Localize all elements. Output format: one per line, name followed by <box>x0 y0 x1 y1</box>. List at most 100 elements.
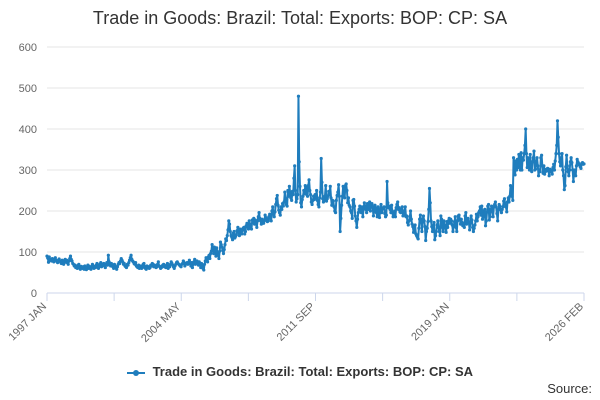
data-point[interactable] <box>551 165 555 170</box>
data-point[interactable] <box>475 219 479 223</box>
data-point[interactable] <box>318 196 322 200</box>
data-point[interactable] <box>127 261 131 265</box>
data-point[interactable] <box>502 199 506 203</box>
data-point[interactable] <box>435 223 439 227</box>
data-point[interactable] <box>380 211 384 215</box>
data-point[interactable] <box>508 194 512 198</box>
data-point[interactable] <box>470 218 474 222</box>
data-point[interactable] <box>362 201 366 205</box>
data-point[interactable] <box>287 184 291 188</box>
data-point[interactable] <box>212 252 216 256</box>
data-point[interactable] <box>464 211 468 215</box>
data-point[interactable] <box>271 212 276 216</box>
data-point[interactable] <box>315 188 319 193</box>
data-point[interactable] <box>296 94 301 98</box>
data-point[interactable] <box>499 211 504 215</box>
data-point[interactable] <box>422 219 426 223</box>
data-point[interactable] <box>557 152 561 156</box>
data-point[interactable] <box>476 215 480 219</box>
data-point[interactable] <box>246 224 250 229</box>
data-point[interactable] <box>301 194 305 198</box>
data-point[interactable] <box>338 229 342 234</box>
data-point[interactable] <box>254 221 258 225</box>
data-point[interactable] <box>388 207 392 211</box>
data-point[interactable] <box>427 207 431 211</box>
data-point[interactable] <box>370 202 374 206</box>
data-point[interactable] <box>568 168 572 172</box>
data-point[interactable] <box>348 205 352 209</box>
data-point[interactable] <box>429 219 433 223</box>
data-point[interactable] <box>197 260 201 264</box>
data-point[interactable] <box>468 220 472 225</box>
data-point[interactable] <box>521 156 525 160</box>
data-point[interactable] <box>472 226 476 230</box>
data-point[interactable] <box>300 197 304 202</box>
data-point[interactable] <box>417 226 421 230</box>
data-point[interactable] <box>440 217 444 221</box>
data-point[interactable] <box>245 221 249 225</box>
data-point[interactable] <box>193 257 197 261</box>
data-point[interactable] <box>561 168 565 172</box>
data-point[interactable] <box>53 256 57 260</box>
data-point[interactable] <box>283 197 288 201</box>
data-point[interactable] <box>277 211 282 215</box>
data-point[interactable] <box>424 229 429 234</box>
data-point[interactable] <box>439 214 443 218</box>
data-point[interactable] <box>349 211 354 215</box>
data-point[interactable] <box>308 188 312 193</box>
data-point[interactable] <box>315 198 319 202</box>
data-point[interactable] <box>297 160 301 164</box>
data-point[interactable] <box>494 205 498 209</box>
data-point[interactable] <box>208 256 212 261</box>
data-point[interactable] <box>240 232 244 236</box>
data-point[interactable] <box>234 233 238 237</box>
data-point[interactable] <box>205 257 209 261</box>
data-point[interactable] <box>368 200 372 204</box>
data-point[interactable] <box>323 194 327 198</box>
data-point[interactable] <box>452 224 456 228</box>
data-point[interactable] <box>320 180 324 184</box>
data-point[interactable] <box>519 151 523 155</box>
data-point[interactable] <box>427 186 432 191</box>
data-point[interactable] <box>270 209 274 213</box>
data-point[interactable] <box>77 262 81 266</box>
data-point[interactable] <box>243 232 247 236</box>
data-point[interactable] <box>416 237 420 241</box>
data-point[interactable] <box>511 198 515 202</box>
data-point[interactable] <box>209 252 213 256</box>
data-point[interactable] <box>89 267 93 271</box>
data-point[interactable] <box>226 228 230 232</box>
data-point[interactable] <box>503 202 507 207</box>
data-point[interactable] <box>434 229 438 234</box>
data-point[interactable] <box>579 166 583 170</box>
data-point[interactable] <box>539 156 543 160</box>
data-point[interactable] <box>451 229 455 234</box>
data-point[interactable] <box>292 176 296 180</box>
data-point[interactable] <box>386 201 390 205</box>
data-point[interactable] <box>365 202 369 206</box>
data-point[interactable] <box>67 259 71 263</box>
data-point[interactable] <box>142 261 146 266</box>
data-point[interactable] <box>396 200 400 204</box>
data-point[interactable] <box>455 229 459 234</box>
data-point[interactable] <box>507 200 511 204</box>
data-point[interactable] <box>283 190 287 194</box>
data-point[interactable] <box>496 219 500 223</box>
data-point[interactable] <box>483 207 487 211</box>
data-point[interactable] <box>493 202 497 207</box>
data-point[interactable] <box>372 209 376 213</box>
data-point[interactable] <box>390 203 394 207</box>
data-point[interactable] <box>93 265 98 270</box>
data-point[interactable] <box>355 225 359 229</box>
data-point[interactable] <box>462 225 466 229</box>
data-point[interactable] <box>118 261 122 266</box>
data-point[interactable] <box>346 196 351 200</box>
data-point[interactable] <box>528 152 532 157</box>
data-point[interactable] <box>202 268 206 272</box>
data-point[interactable] <box>509 185 513 189</box>
data-point[interactable] <box>191 262 195 266</box>
data-point[interactable] <box>230 235 234 239</box>
data-point[interactable] <box>463 214 467 218</box>
data-point[interactable] <box>536 174 541 178</box>
data-point[interactable] <box>477 209 482 213</box>
